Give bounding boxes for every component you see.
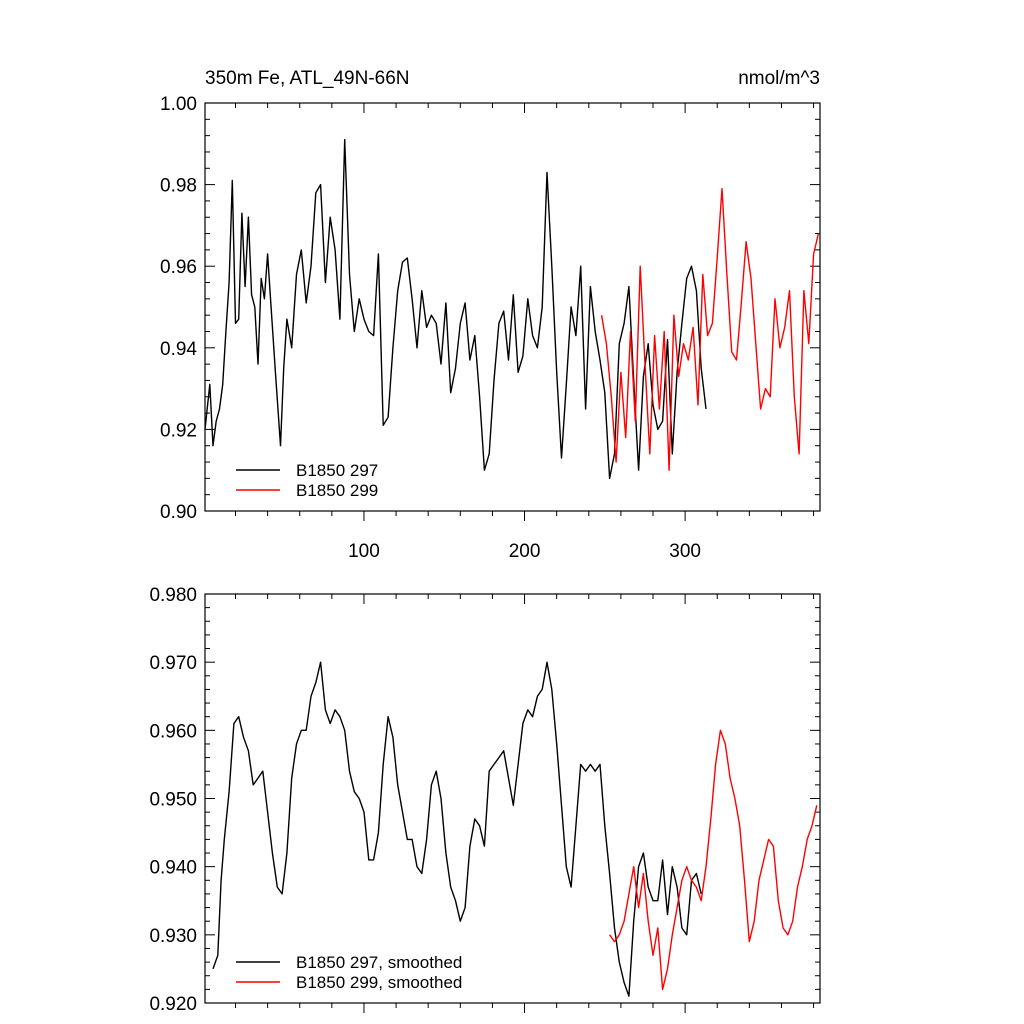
bottom-series-lines <box>212 661 818 997</box>
bottom-series-line-299 <box>609 729 818 991</box>
top-y-tick-label: 0.92 <box>160 420 197 441</box>
chart-title: 350m Fe, ATL_49N-66N <box>205 68 410 89</box>
top-x-tick-label: 100 <box>348 541 380 562</box>
top-y-tick-label: 0.90 <box>160 502 197 523</box>
bottom-y-tick-label: 0.940 <box>149 858 197 879</box>
top-series-lines <box>204 138 820 480</box>
top-y-tick-label: 0.98 <box>160 176 197 197</box>
units-label: nmol/m^3 <box>738 68 820 89</box>
top-x-tick-labels: 100 200 300 <box>348 541 701 562</box>
top-plot-frame <box>204 102 821 512</box>
legend-label-299: B1850 299 <box>296 481 378 500</box>
top-y-tick-label: 0.94 <box>160 339 197 360</box>
bottom-y-tick-label: 0.920 <box>149 994 197 1015</box>
bottom-y-tick-label: 0.930 <box>149 926 197 947</box>
top-x-tick-label: 300 <box>669 541 701 562</box>
bottom-y-tick-label: 0.980 <box>149 585 197 606</box>
top-legend: B1850 297 B1850 299 <box>236 461 378 500</box>
bottom-y-tick-labels: 0.920 0.930 0.940 0.950 0.960 0.970 0.980 <box>149 585 197 1015</box>
legend-label-297: B1850 297 <box>296 461 378 480</box>
bottom-y-tick-label: 0.950 <box>149 790 197 811</box>
bottom-y-tick-label: 0.960 <box>149 721 197 742</box>
bottom-legend: B1850 297, smoothed B1850 299, smoothed <box>236 953 462 992</box>
top-y-tick-label: 0.96 <box>160 257 197 278</box>
top-ticks <box>205 102 820 521</box>
top-x-tick-label: 200 <box>509 541 541 562</box>
top-y-tick-label: 1.00 <box>160 94 197 115</box>
top-series-line-297 <box>204 138 707 480</box>
bottom-y-tick-label: 0.970 <box>149 653 197 674</box>
legend-label-299-smoothed: B1850 299, smoothed <box>296 973 462 992</box>
bottom-plot-frame <box>204 593 821 1004</box>
top-y-tick-labels: 0.90 0.92 0.94 0.96 0.98 1.00 <box>160 94 197 523</box>
top-series-line-299 <box>600 187 820 471</box>
legend-label-297-smoothed: B1850 297, smoothed <box>296 953 462 972</box>
bottom-panel: 0.920 0.930 0.940 0.950 0.960 0.970 0.980 B185… <box>149 585 821 1015</box>
bottom-series-line-297 <box>212 661 702 997</box>
top-panel: 0.90 0.92 0.94 0.96 0.98 1.00 100 200 300 B1850… <box>160 94 821 562</box>
